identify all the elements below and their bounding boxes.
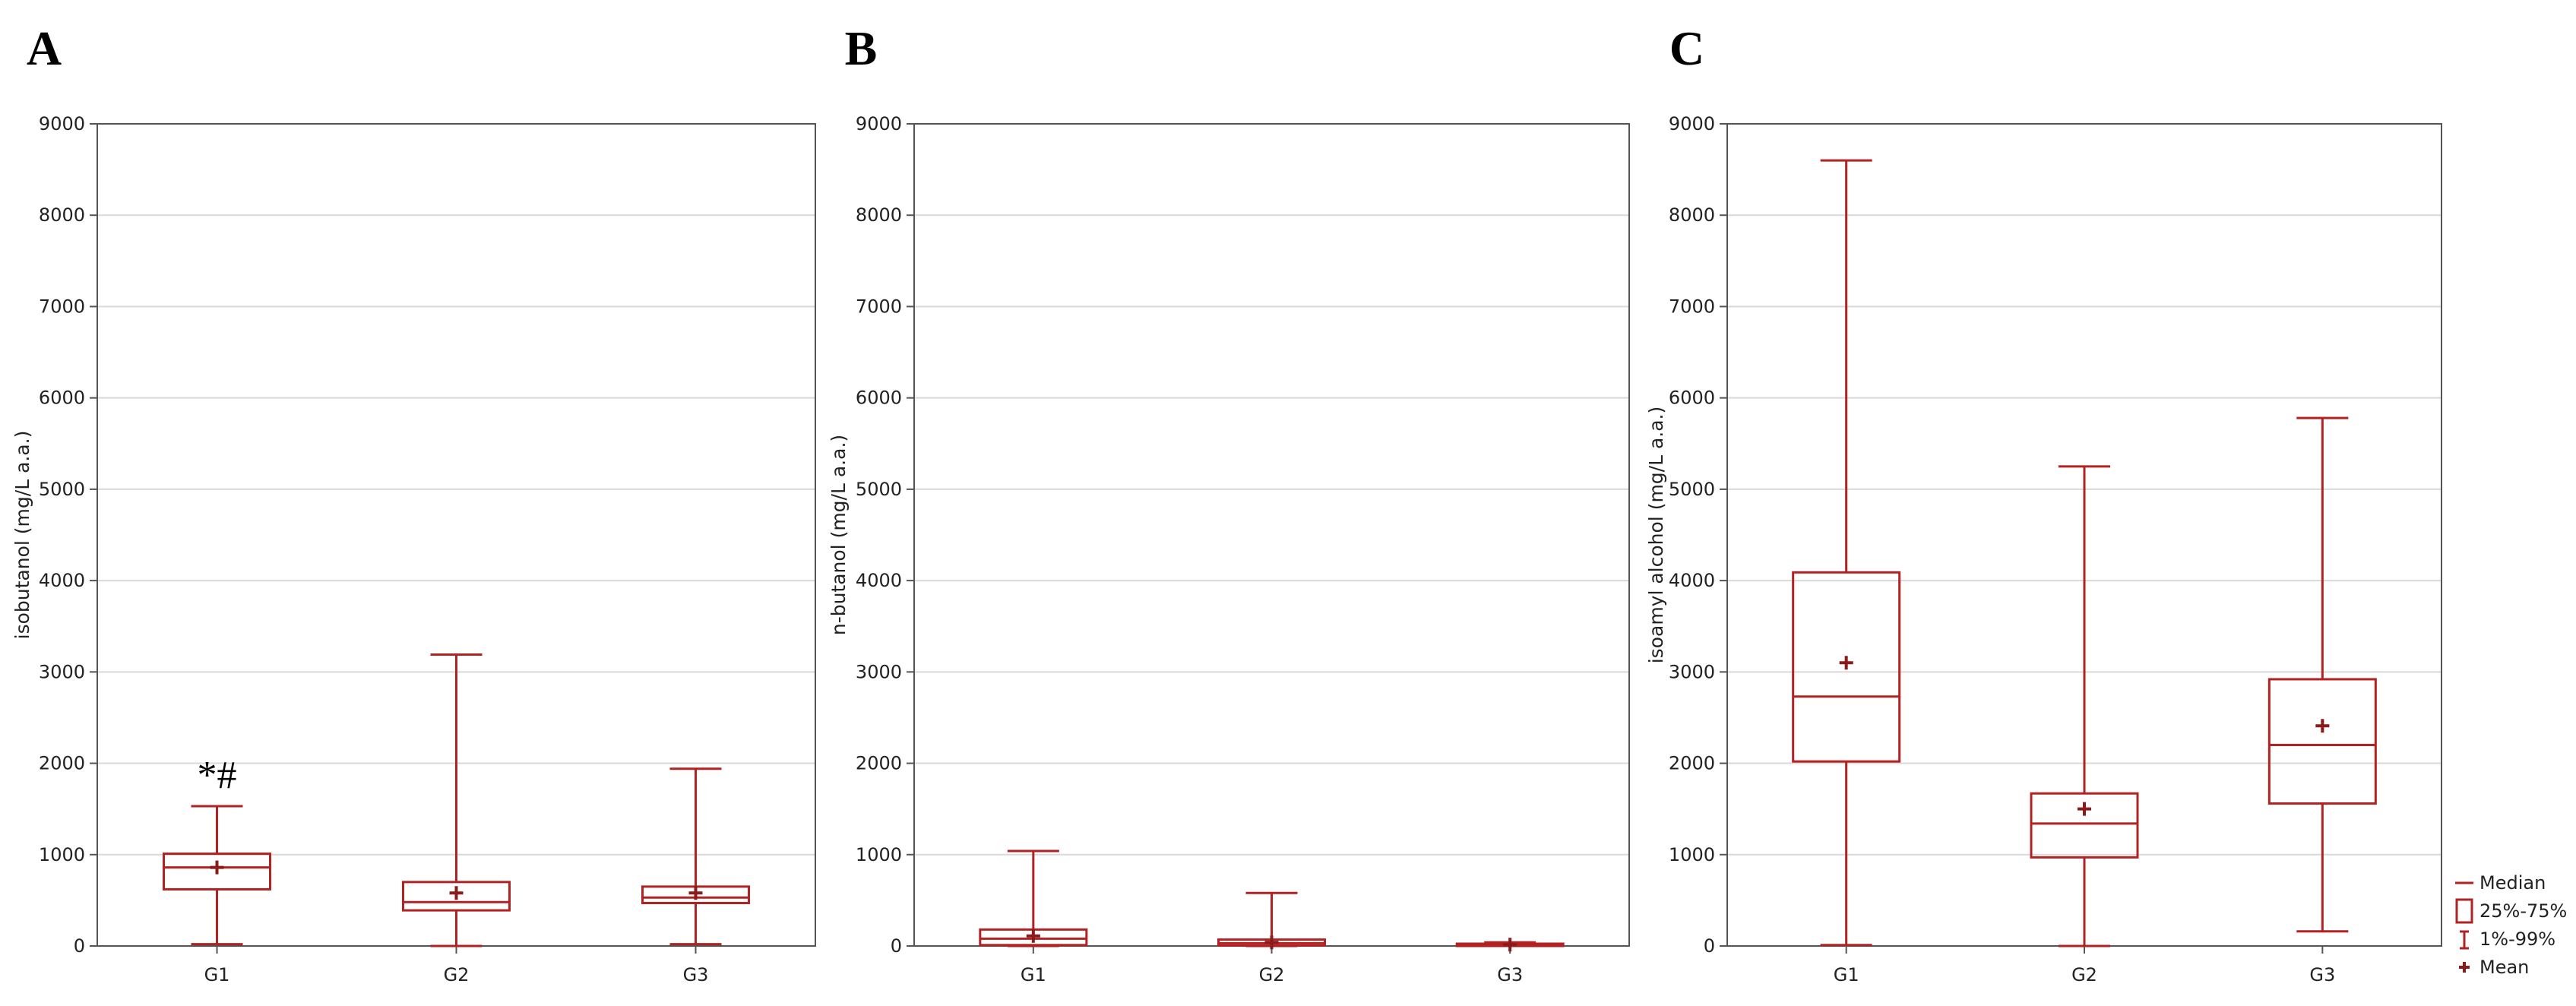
y-tick-label: 0: [74, 935, 85, 957]
x-tick-label: G3: [1497, 964, 1523, 985]
legend-label: 25%-75%: [2479, 900, 2567, 922]
y-tick-label: 6000: [856, 388, 902, 409]
y-tick-label: 5000: [856, 479, 902, 500]
x-tick-label: G2: [444, 964, 470, 985]
significance-annotation: *#: [198, 754, 237, 797]
y-tick-label: 1000: [856, 844, 902, 865]
mean-marker: [2078, 802, 2091, 816]
y-axis-title: isobutanol (mg/L a.a.): [11, 431, 33, 640]
y-tick-label: 8000: [856, 204, 902, 226]
x-tick-label: G1: [1834, 964, 1859, 985]
y-tick-label: 2000: [39, 753, 85, 774]
y-axis-title: isoamyl alcohol (mg/L a.a.): [1645, 407, 1667, 664]
iqr-box: [402, 881, 511, 912]
panel-letter: B: [845, 21, 878, 75]
x-tick-label: G2: [2071, 964, 2097, 985]
panel-letter: C: [1669, 21, 1704, 75]
legend-mean-swatch: [2459, 962, 2470, 973]
y-tick-label: 5000: [1669, 479, 1715, 500]
y-tick-label: 5000: [39, 479, 85, 500]
y-tick-label: 8000: [39, 204, 85, 226]
y-tick-label: 6000: [39, 388, 85, 409]
mean-marker: [1026, 928, 1040, 943]
y-tick-label: 9000: [856, 113, 902, 134]
legend-whisker-swatch: [2460, 930, 2469, 950]
mean-marker: [1503, 938, 1517, 952]
x-tick-label: G3: [683, 964, 709, 985]
y-tick-label: 0: [1704, 935, 1715, 957]
y-tick-label: 9000: [39, 113, 85, 134]
mean-marker: [1839, 656, 1853, 670]
x-tick-label: G2: [1259, 964, 1285, 985]
y-tick-label: 3000: [39, 661, 85, 682]
y-tick-label: 1000: [1669, 844, 1715, 865]
mean-marker: [210, 860, 224, 875]
y-tick-label: 4000: [39, 570, 85, 591]
legend-box-swatch: [2455, 898, 2473, 924]
y-tick-label: 2000: [1669, 753, 1715, 774]
y-tick-label: 1000: [39, 844, 85, 865]
legend-label: Median: [2479, 872, 2546, 894]
y-tick-label: 2000: [856, 753, 902, 774]
mean-marker: [2315, 719, 2330, 733]
iqr-box: [2267, 678, 2377, 805]
y-tick-label: 7000: [856, 296, 902, 317]
y-tick-label: 7000: [39, 296, 85, 317]
legend-label: Mean: [2479, 957, 2529, 978]
y-tick-label: 6000: [1669, 388, 1715, 409]
mean-marker: [688, 886, 703, 900]
x-tick-label: G3: [2309, 964, 2335, 985]
legend-label: 1%-99%: [2479, 928, 2555, 950]
x-tick-label: G1: [204, 964, 230, 985]
mean-marker: [449, 886, 464, 900]
y-axis-title: n-butanol (mg/L a.a.): [828, 435, 850, 635]
y-tick-label: 4000: [1669, 570, 1715, 591]
y-tick-label: 3000: [1669, 661, 1715, 682]
panel-letter: A: [27, 21, 62, 75]
y-tick-label: 9000: [1669, 113, 1715, 134]
y-tick-label: 7000: [1669, 296, 1715, 317]
y-tick-label: 4000: [856, 570, 902, 591]
y-tick-label: 3000: [856, 661, 902, 682]
iqr-box: [1792, 571, 1901, 763]
iqr-box: [163, 853, 271, 891]
x-tick-label: G1: [1021, 964, 1046, 985]
mean-marker: [1264, 935, 1279, 950]
iqr-box: [2030, 792, 2139, 859]
plot-frame: [913, 123, 1630, 947]
y-tick-label: 8000: [1669, 204, 1715, 226]
y-tick-label: 0: [891, 935, 902, 957]
